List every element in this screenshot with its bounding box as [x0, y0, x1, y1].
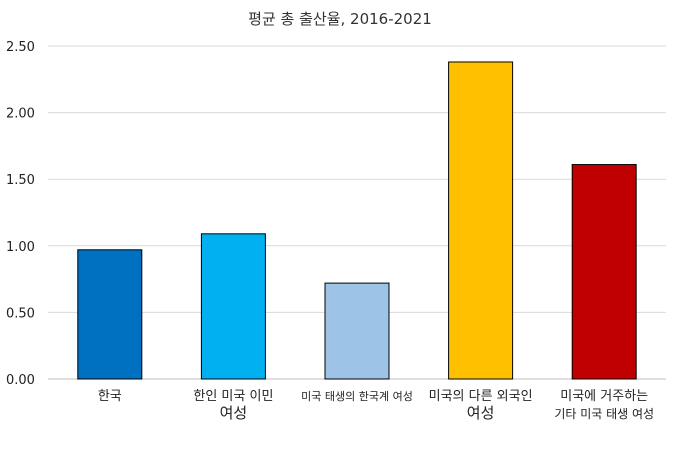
- bar: [200, 233, 266, 380]
- bar: [324, 282, 390, 380]
- x-category-label: 미국의 다른 외국인: [429, 389, 533, 404]
- x-category-label: 한인 미국 이민: [193, 389, 273, 404]
- chart-title: 평균 총 출산율, 2016-2021: [248, 10, 432, 28]
- y-tick-label: 1.00: [6, 240, 35, 255]
- bars: [77, 61, 637, 380]
- x-category-label: 여성: [467, 404, 495, 422]
- x-category-label: 미국에 거주하는: [560, 389, 648, 404]
- x-category-label: 여성: [220, 404, 248, 422]
- y-tick-label: 0.50: [6, 306, 35, 321]
- bar: [571, 164, 637, 380]
- y-tick-label: 0.00: [6, 373, 35, 388]
- y-tick-label: 2.50: [6, 40, 35, 55]
- x-category-label: 기타 미국 태생 여성: [554, 407, 654, 421]
- x-category-label: 미국 태생의 한국계 여성: [301, 390, 413, 403]
- bar: [77, 249, 143, 380]
- bar: [448, 61, 514, 380]
- y-tick-label: 2.00: [6, 107, 35, 122]
- y-axis-ticks: 0.00 0.50 1.00 1.50 2.00 2.50: [6, 40, 35, 388]
- y-tick-label: 1.50: [6, 173, 35, 188]
- x-category-label: 한국: [98, 389, 122, 404]
